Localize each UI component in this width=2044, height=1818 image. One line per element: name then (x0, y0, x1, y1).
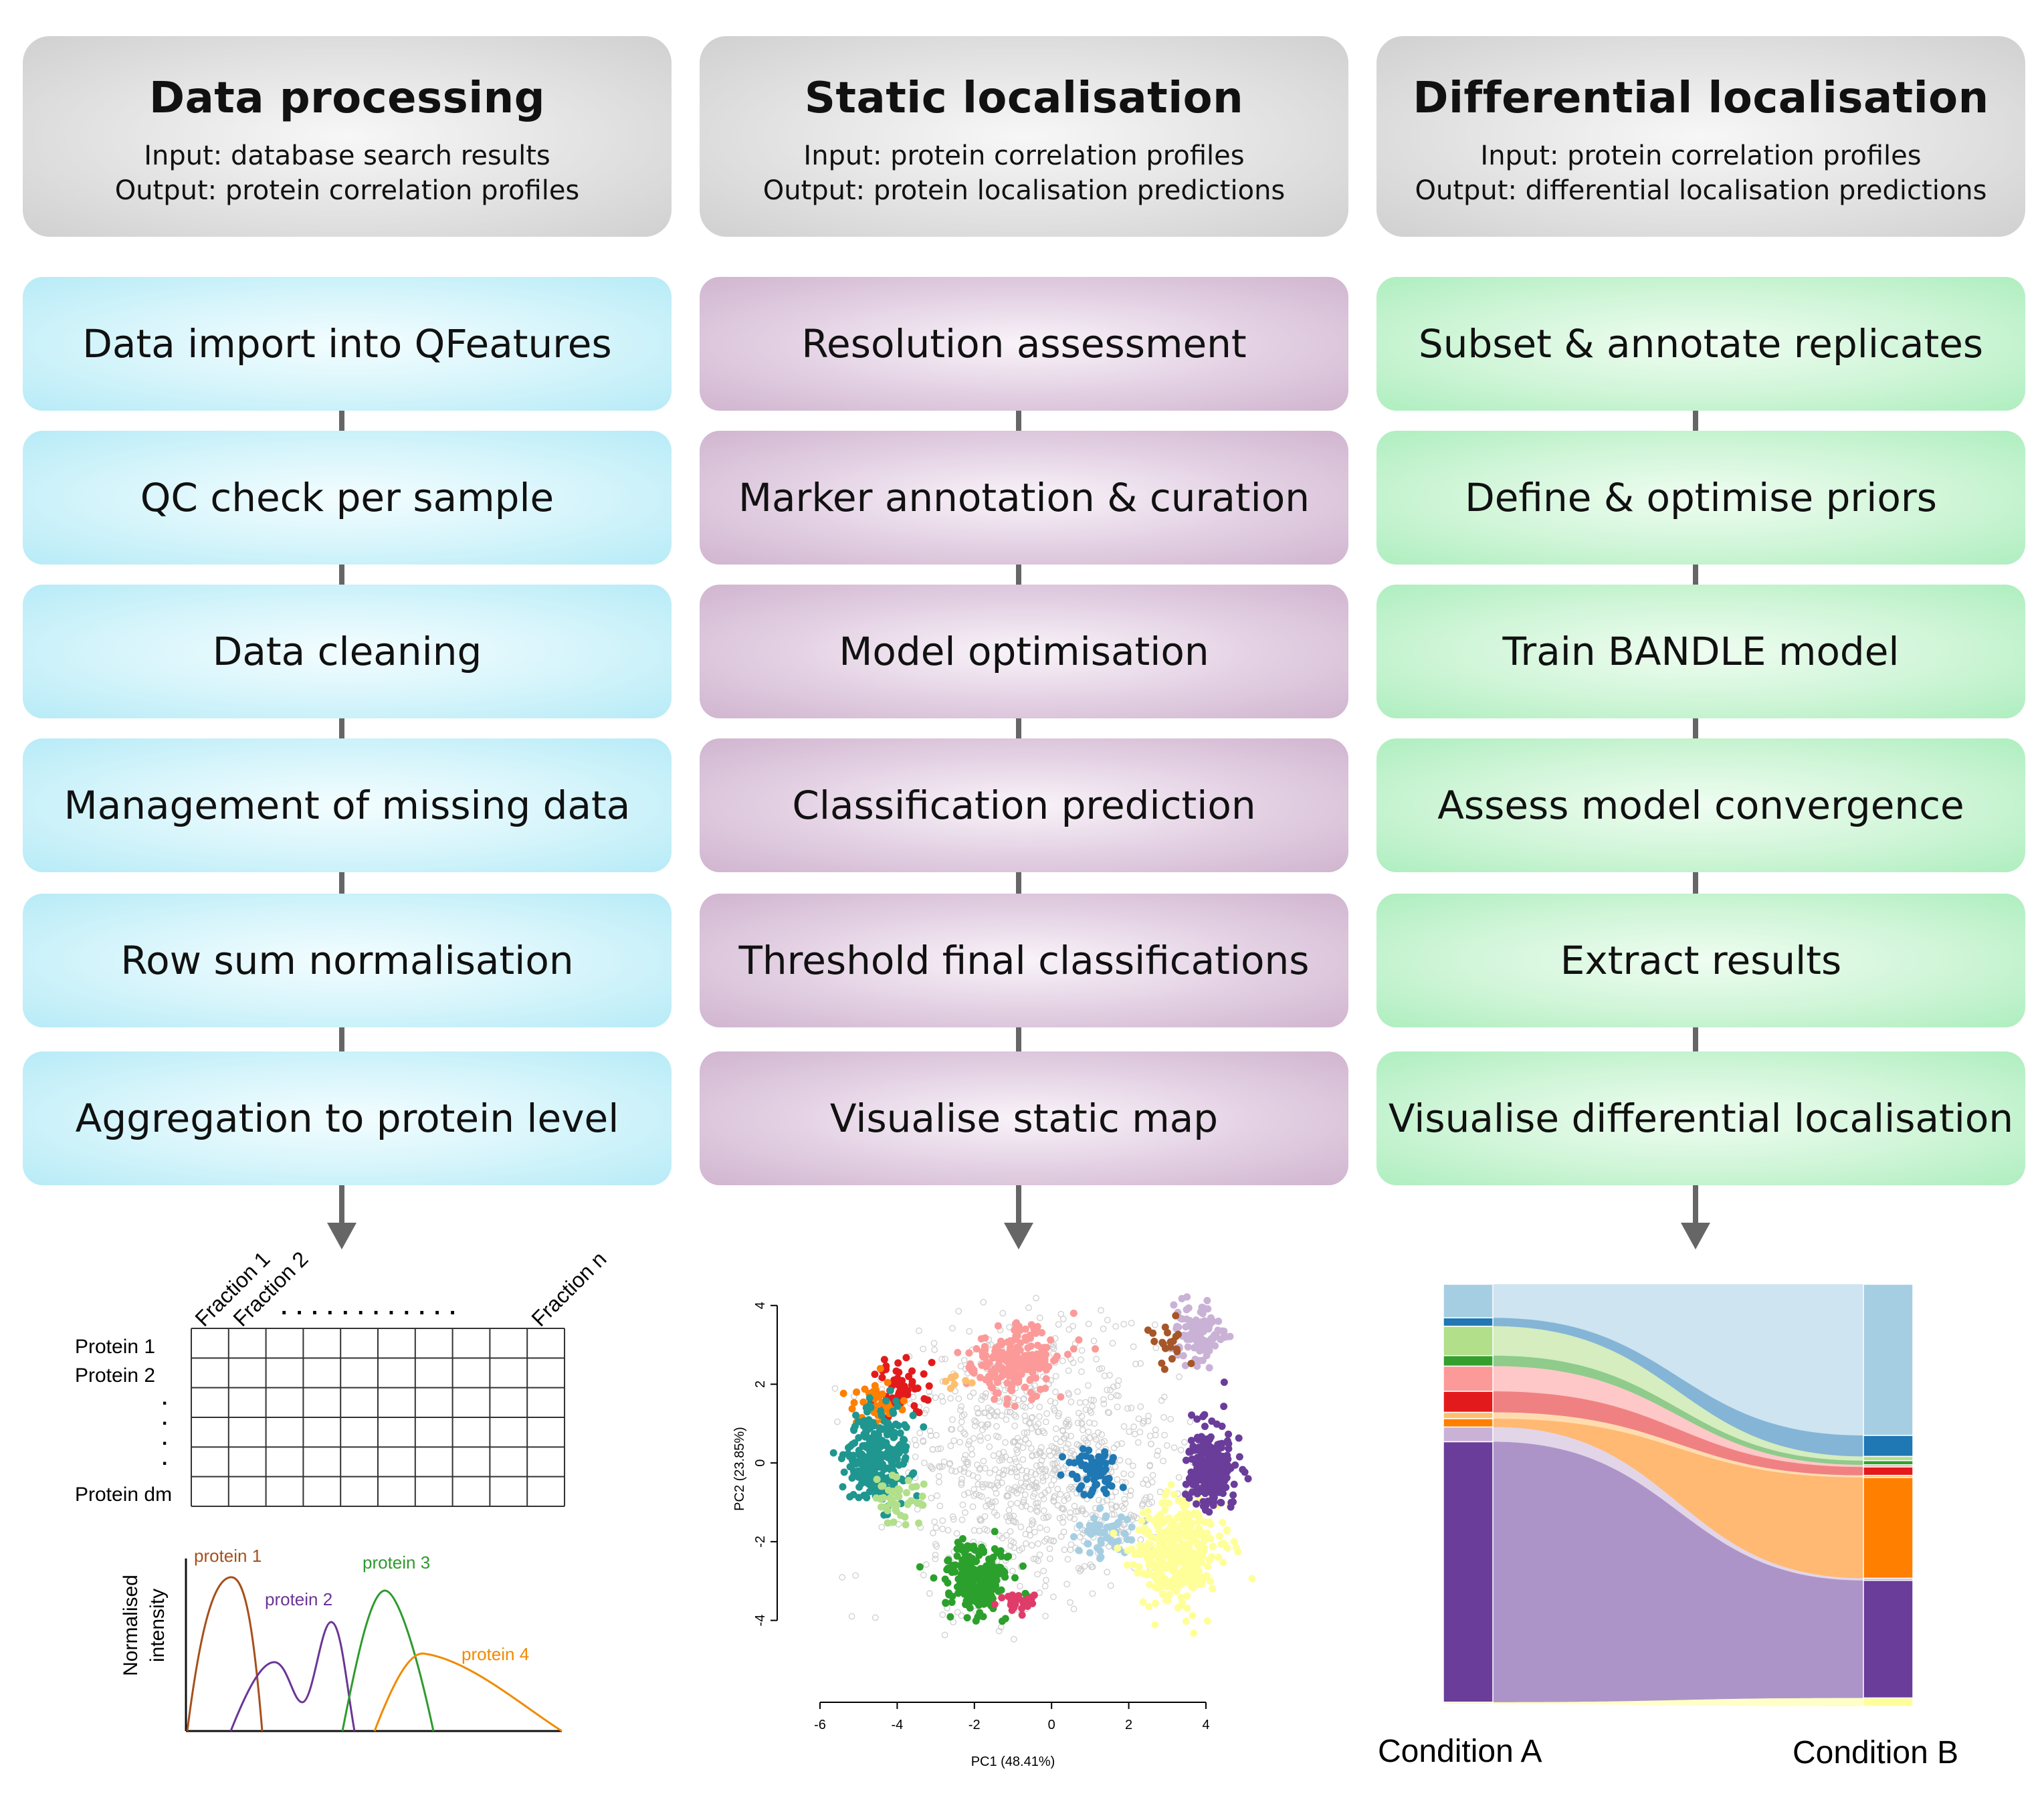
column-static-localisation: Static localisation Input: protein corre… (700, 0, 1348, 1818)
column-output: Output: protein correlation profiles (114, 175, 580, 206)
step-train-bandle: Train BANDLE model (1376, 585, 2025, 718)
step-classification-prediction: Classification prediction (700, 738, 1348, 872)
connector-line (1016, 411, 1021, 431)
connector-line (1016, 565, 1021, 585)
step-assess-convergence: Assess model convergence (1376, 738, 2025, 872)
arrow-down-icon (1681, 1223, 1710, 1249)
column-input: Input: protein correlation profiles (803, 140, 1245, 171)
connector-line (1693, 1027, 1698, 1051)
column-output: Output: protein localisation predictions (762, 175, 1286, 206)
step-model-optimisation: Model optimisation (700, 585, 1348, 718)
connector-line (1016, 1185, 1021, 1225)
arrow-down-icon (327, 1223, 356, 1249)
connector-line (339, 1027, 344, 1051)
connector-line (1693, 872, 1698, 894)
step-visualise-differential: Visualise differential localisation (1376, 1051, 2025, 1185)
connector-line (1693, 718, 1698, 738)
column-output: Output: differential localisation predic… (1415, 175, 1987, 206)
column-input: Input: protein correlation profiles (1480, 140, 1922, 171)
step-data-cleaning: Data cleaning (23, 585, 672, 718)
connector-line (1016, 1027, 1021, 1051)
step-extract-results: Extract results (1376, 894, 2025, 1027)
column-title: Data processing (148, 74, 546, 123)
connector-line (339, 411, 344, 431)
header-differential-localisation: Differential localisation Input: protein… (1376, 36, 2025, 237)
step-define-priors: Define & optimise priors (1376, 431, 2025, 565)
header-data-processing: Data processing Input: database search r… (23, 36, 672, 237)
step-resolution-assessment: Resolution assessment (700, 277, 1348, 411)
column-title: Differential localisation (1413, 74, 1989, 123)
connector-line (1016, 718, 1021, 738)
connector-line (339, 1185, 344, 1225)
step-threshold-classifications: Threshold final classifications (700, 894, 1348, 1027)
connector-line (339, 872, 344, 894)
column-input: Input: database search results (144, 140, 550, 171)
connector-line (1016, 872, 1021, 894)
connector-line (339, 565, 344, 585)
step-missing-data: Management of missing data (23, 738, 672, 872)
step-subset-replicates: Subset & annotate replicates (1376, 277, 2025, 411)
connector-line (1693, 411, 1698, 431)
column-title: Static localisation (804, 74, 1244, 123)
connector-line (1693, 1185, 1698, 1225)
connector-line (339, 718, 344, 738)
step-marker-annotation: Marker annotation & curation (700, 431, 1348, 565)
step-data-import: Data import into QFeatures (23, 277, 672, 411)
step-row-sum-normalisation: Row sum normalisation (23, 894, 672, 1027)
column-data-processing: Data processing Input: database search r… (23, 0, 672, 1818)
step-qc-check: QC check per sample (23, 431, 672, 565)
step-aggregation: Aggregation to protein level (23, 1051, 672, 1185)
connector-line (1693, 565, 1698, 585)
step-visualise-static-map: Visualise static map (700, 1051, 1348, 1185)
column-differential-localisation: Differential localisation Input: protein… (1376, 0, 2025, 1818)
arrow-down-icon (1004, 1223, 1033, 1249)
header-static-localisation: Static localisation Input: protein corre… (700, 36, 1348, 237)
